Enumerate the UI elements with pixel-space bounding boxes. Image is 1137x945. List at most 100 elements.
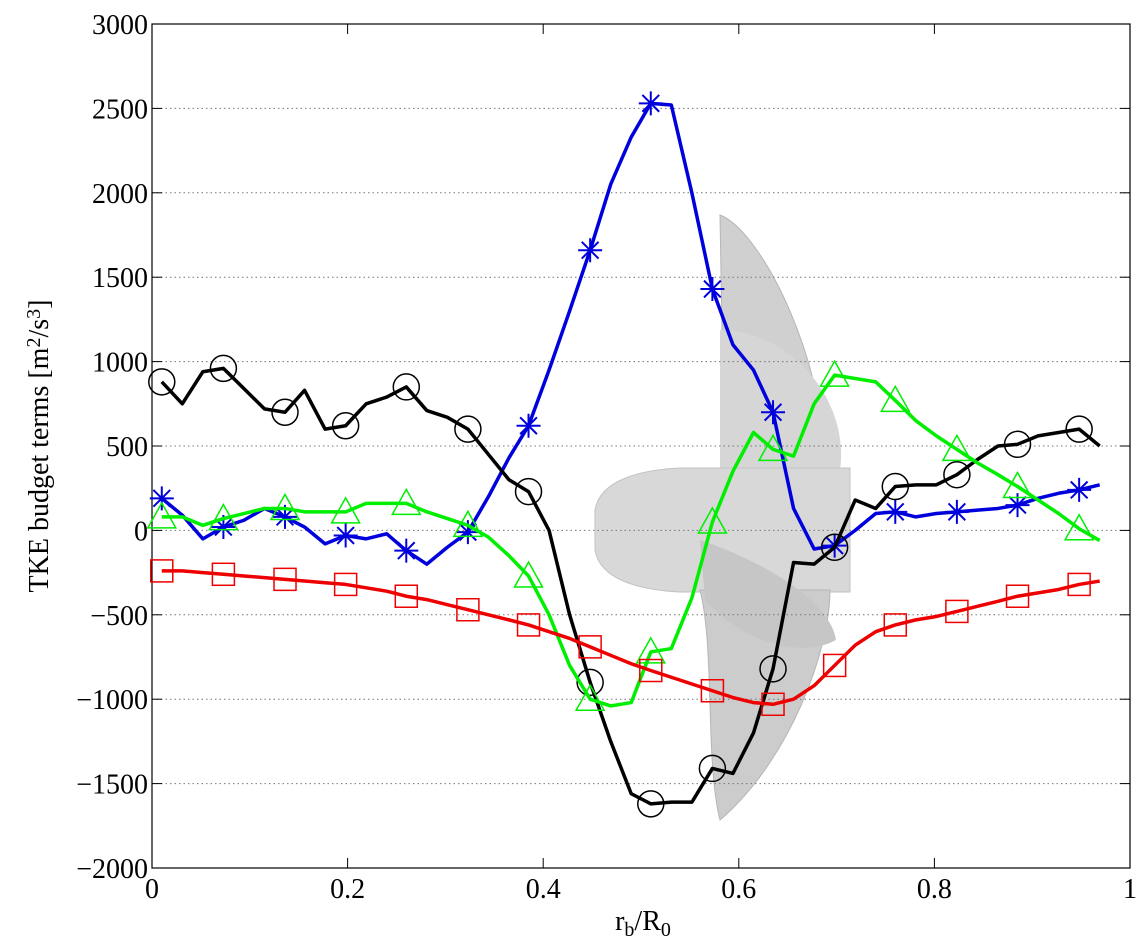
marker-circle [514,477,543,506]
marker-square [822,653,847,678]
marker-asterisk [700,277,725,302]
axis-label-part: /R [634,906,661,937]
marker-circle [637,790,665,818]
series-line [161,569,1100,707]
marker-asterisk [578,238,603,263]
y-tick-label: 1000 [92,348,148,379]
marker-asterisk [883,499,908,524]
y-tick-label: 3000 [92,10,148,41]
marker-square [1005,584,1030,608]
marker-triangle [269,492,301,521]
x-tick-label: 0 [145,874,159,905]
x-tick-label: 0.2 [330,874,365,905]
axis-label-part: b [624,919,634,941]
marker-square [273,567,297,592]
x-axis-label: rb/R0 [615,906,671,941]
marker-square [150,559,174,583]
marker-circle [148,368,176,396]
marker-circle [209,354,238,383]
x-tick-label: 0.4 [526,874,561,905]
y-tick-label: 2500 [92,94,148,125]
marker-circle [392,373,421,401]
marker-square [1067,572,1091,597]
y-tick-label: −1500 [76,770,148,801]
axis-label-part: 0 [661,919,671,941]
marker-square [700,679,725,703]
y-tick-label: 2000 [92,179,148,210]
marker-triangle [819,359,850,387]
marker-triangle [757,433,789,462]
marker-circle [331,411,360,440]
y-tick-label: 0 [134,516,148,547]
series [146,359,1101,711]
marker-circle [576,668,604,697]
series-line [160,366,1101,806]
series [149,91,1101,566]
x-tick-label: 0.6 [721,874,756,905]
marker-asterisk [211,515,236,540]
marker-triangle [574,683,606,711]
y-tick-label: −1000 [76,685,148,716]
marker-square [333,572,358,597]
series-line [160,101,1101,566]
marker-square [761,692,785,717]
y-tick-label: −500 [90,601,148,632]
marker-circle [1003,430,1032,459]
marker-square [516,613,541,637]
marker-triangle [146,501,178,529]
marker-triangle [513,560,544,588]
series [148,354,1101,818]
marker-triangle [880,384,911,413]
marker-triangle [697,506,728,534]
y-axis-label: TKE budget terms [m2/s3] [23,300,55,593]
marker-triangle [330,496,361,524]
marker-circle [454,415,482,443]
x-tick-label: 0.8 [917,874,952,905]
marker-circle [881,472,910,501]
marker-square [639,658,663,683]
marker-circle [759,655,787,683]
marker-asterisk [149,486,174,511]
axis-label-part: /s [24,319,55,338]
marker-triangle [1063,513,1095,541]
marker-asterisk [1067,477,1092,502]
marker-square [578,635,602,659]
axis-label-part: 2 [23,338,45,348]
marker-asterisk [761,400,786,425]
axis-label-part: 3 [23,309,45,319]
axis-label-part: TKE budget terms [m [24,347,55,592]
marker-asterisk [333,523,358,548]
y-tick-label: −2000 [76,854,148,885]
marker-triangle [208,503,239,531]
y-tick-label: 500 [106,432,148,463]
marker-triangle [1002,470,1033,499]
marker-triangle [941,433,973,462]
y-tick-label: 1500 [92,263,148,294]
marker-circle [698,754,727,783]
marker-triangle [391,487,422,516]
marker-asterisk [638,91,663,116]
marker-asterisk [516,413,541,438]
series-line [161,373,1101,708]
marker-asterisk [1005,493,1030,518]
marker-circle [820,533,849,562]
marker-asterisk [273,504,298,529]
marker-asterisk [455,520,480,545]
marker-square [945,599,969,624]
marker-square [211,562,236,587]
plot-frame [151,23,1131,869]
marker-asterisk [394,538,419,563]
marker-square [456,597,480,622]
axis-label-part: ] [24,300,55,309]
propeller-image [594,214,851,821]
x-tick-label: 1 [1123,874,1137,905]
marker-square [883,613,908,637]
axis-label-part: r [615,906,625,937]
series [150,559,1100,717]
marker-circle [271,398,299,426]
marker-square [394,584,419,608]
marker-triangle [635,636,667,664]
marker-asterisk [944,499,969,524]
marker-circle [943,460,971,489]
